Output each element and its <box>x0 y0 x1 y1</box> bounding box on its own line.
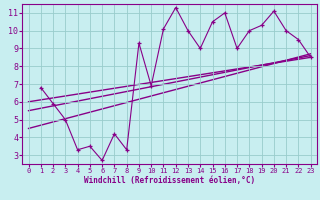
X-axis label: Windchill (Refroidissement éolien,°C): Windchill (Refroidissement éolien,°C) <box>84 176 255 185</box>
